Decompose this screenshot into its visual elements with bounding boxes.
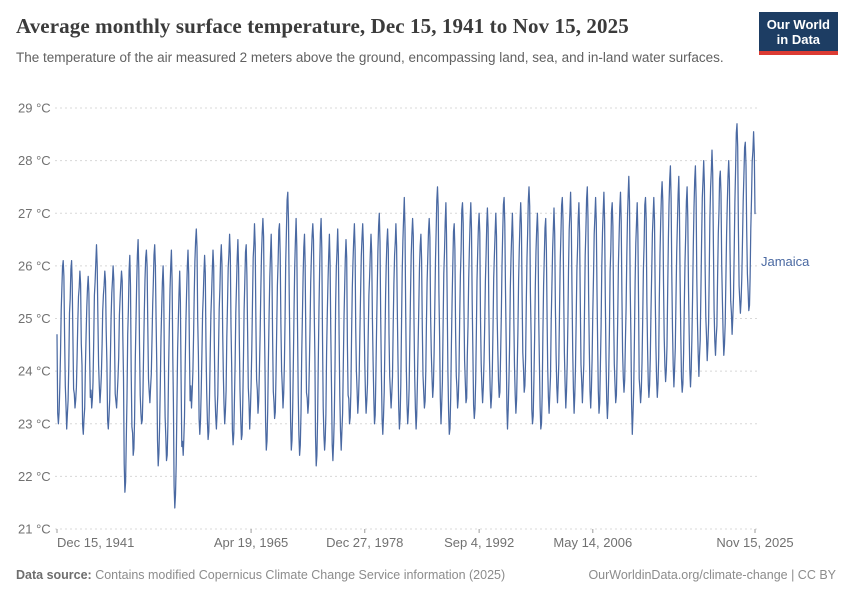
y-axis-label: 21 °C bbox=[18, 522, 51, 537]
y-axis-label: 23 °C bbox=[18, 416, 51, 431]
x-axis-label: Sep 4, 1992 bbox=[444, 535, 514, 550]
chart-subtitle: The temperature of the air measured 2 me… bbox=[16, 50, 724, 65]
y-axis-label: 24 °C bbox=[18, 364, 51, 379]
y-axis-label: 27 °C bbox=[18, 206, 51, 221]
x-axis-label: Dec 27, 1978 bbox=[326, 535, 403, 550]
owid-logo-line2: in Data bbox=[776, 32, 821, 47]
x-axis-label: Apr 19, 1965 bbox=[214, 535, 288, 550]
owid-logo: Our World in Data bbox=[758, 12, 838, 55]
y-axis-label: 26 °C bbox=[18, 258, 51, 273]
series-label-jamaica[interactable]: Jamaica bbox=[761, 254, 810, 269]
y-axis-label: 22 °C bbox=[18, 469, 51, 484]
y-axis-label: 29 °C bbox=[18, 101, 51, 116]
page-title: Average monthly surface temperature, Dec… bbox=[16, 14, 629, 38]
owid-license-link[interactable]: OurWorldinData.org/climate-change | CC B… bbox=[588, 568, 836, 582]
jamaica-temperature-line[interactable] bbox=[56, 123, 756, 509]
y-axis-label: 25 °C bbox=[18, 311, 51, 326]
chart-footer: Data source: Contains modified Copernicu… bbox=[16, 568, 836, 582]
data-source-text: Contains modified Copernicus Climate Cha… bbox=[91, 568, 506, 582]
x-axis-label: May 14, 2006 bbox=[553, 535, 632, 550]
x-axis-label: Dec 15, 1941 bbox=[57, 535, 134, 550]
data-source-label: Data source: bbox=[16, 568, 92, 582]
y-axis-label: 28 °C bbox=[18, 153, 51, 168]
owid-logo-line1: Our World bbox=[766, 17, 830, 32]
x-axis-label: Nov 15, 2025 bbox=[716, 535, 793, 550]
data-source-note: Data source: Contains modified Copernicu… bbox=[16, 568, 505, 582]
